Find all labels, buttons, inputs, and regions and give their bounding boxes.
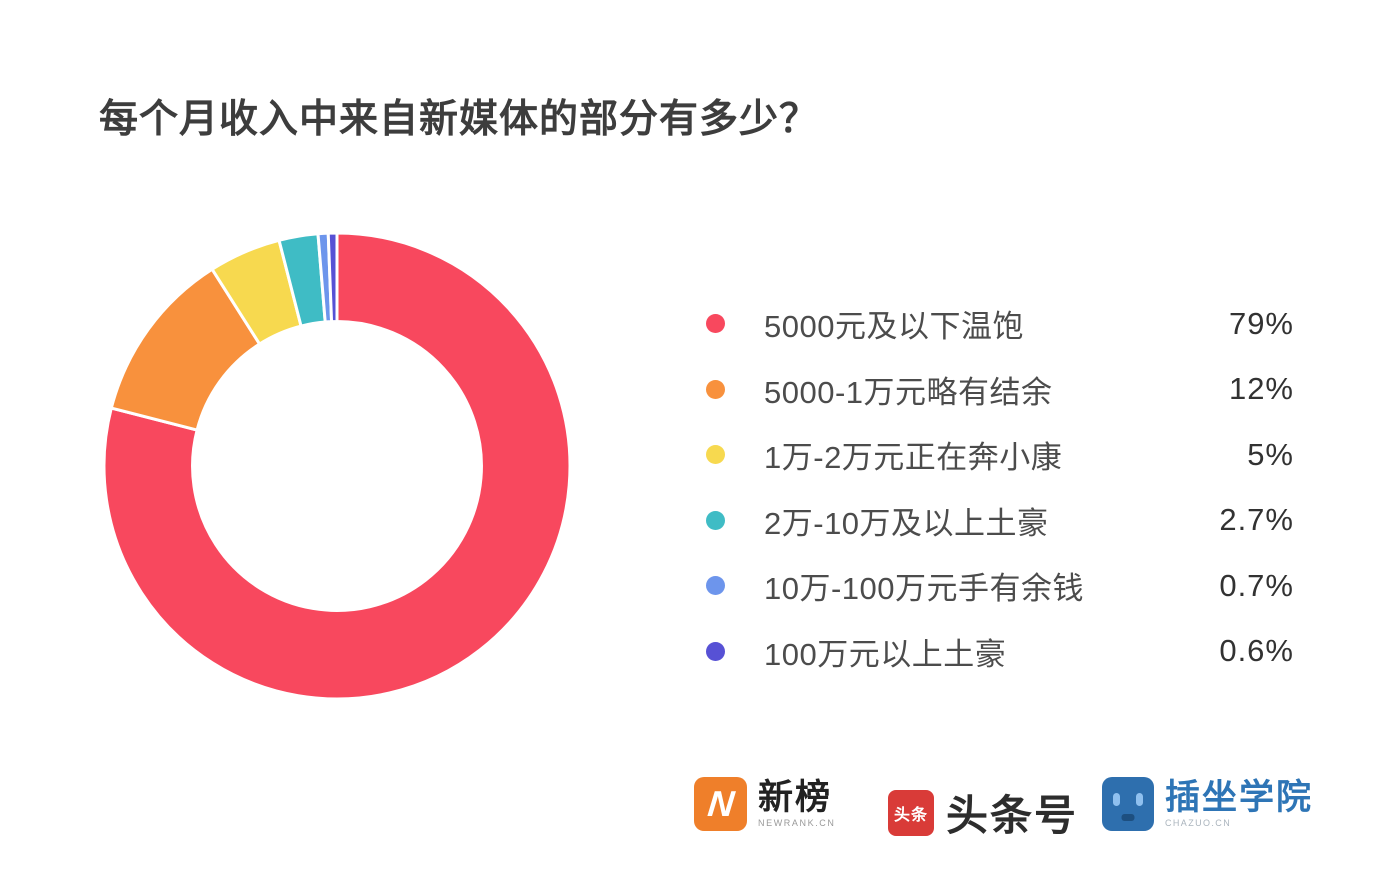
legend-label: 10万-100万元手有余钱 <box>764 571 1085 607</box>
legend-label: 100万元以上土豪 <box>764 636 1007 672</box>
logo-toutiao: 头条 头条号 <box>888 782 1078 843</box>
legend-value: 2.7% <box>1219 502 1294 538</box>
toutiao-icon: 头条 <box>888 789 934 836</box>
logo-chazuo: 插坐学院 CHAZUO.CN <box>1102 777 1313 831</box>
logo-newrank: N 新榜 NEWRANK.CN <box>694 777 836 831</box>
donut-slice-5 <box>326 231 339 324</box>
page-title: 每个月收入中来自新媒体的部分有多少？ <box>99 98 820 141</box>
legend-value: 79% <box>1228 305 1294 341</box>
robot-eye-left <box>1113 793 1120 806</box>
toutiao-icon-text: 头条 <box>893 806 928 824</box>
chazuo-robot-icon <box>1102 777 1154 831</box>
legend-dot-icon <box>706 576 725 596</box>
legend-value: 0.7% <box>1219 567 1294 603</box>
legend-item: 1万-2万元正在奔小康 5% <box>706 422 1294 488</box>
newrank-n-icon: N <box>694 777 747 831</box>
legend-value: 12% <box>1228 371 1294 407</box>
legend-dot-icon <box>706 445 725 465</box>
legend-item: 5000元及以下温饱 79% <box>706 291 1294 357</box>
donut-chart <box>102 231 572 701</box>
newrank-name: 新榜 <box>758 777 833 817</box>
newrank-domain: NEWRANK.CN <box>758 818 836 829</box>
donut-slice-0 <box>102 231 572 701</box>
legend-label: 5000元及以下温饱 <box>764 309 1024 345</box>
legend-item: 5000-1万元略有结余 12% <box>706 357 1294 423</box>
legend-dot-icon <box>706 641 725 661</box>
legend-label: 5000-1万元略有结余 <box>764 374 1053 410</box>
toutiao-name: 头条号 <box>946 792 1079 839</box>
robot-mouth <box>1121 814 1135 821</box>
legend: 5000元及以下温饱 79% 5000-1万元略有结余 12% 1万-2万元正在奔小康 5… <box>706 291 1294 684</box>
legend-label: 1万-2万元正在奔小康 <box>764 440 1063 476</box>
legend-value: 5% <box>1247 436 1294 472</box>
legend-dot-icon <box>706 314 725 334</box>
legend-item: 10万-100万元手有余钱 0.7% <box>706 553 1294 619</box>
chazuo-domain: CHAZUO.CN <box>1165 818 1232 829</box>
legend-label: 2万-10万及以上土豪 <box>764 505 1049 541</box>
chazuo-name: 插坐学院 <box>1165 777 1314 817</box>
legend-value: 0.6% <box>1219 633 1294 669</box>
newrank-letter: N <box>705 783 736 824</box>
legend-item: 100万元以上土豪 0.6% <box>706 619 1294 685</box>
legend-dot-icon <box>706 510 725 530</box>
legend-item: 2万-10万及以上土豪 2.7% <box>706 488 1294 554</box>
robot-eye-right <box>1136 793 1143 806</box>
legend-dot-icon <box>706 379 725 399</box>
donut-chart-area <box>100 229 574 703</box>
